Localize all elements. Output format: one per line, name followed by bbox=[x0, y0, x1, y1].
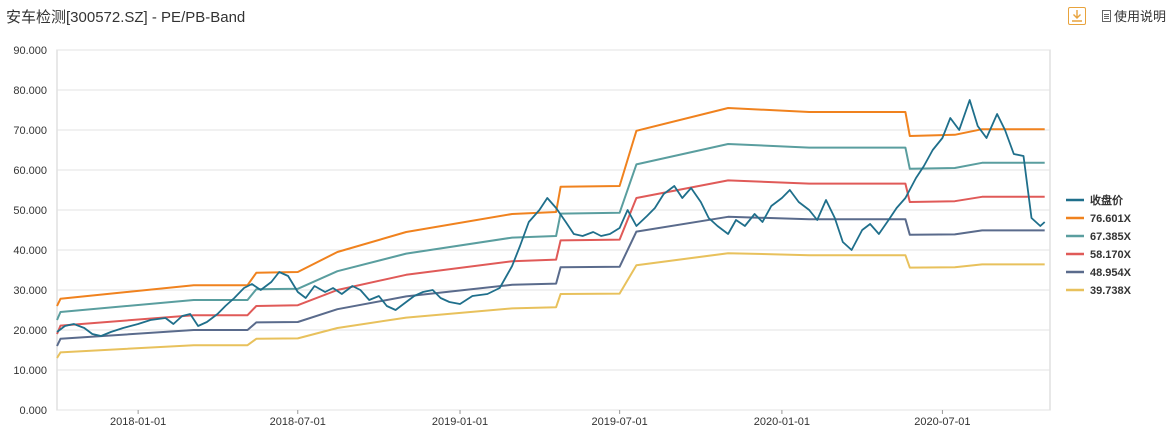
series-line-58-170X bbox=[56, 179, 1045, 335]
series-line-39-738X bbox=[56, 252, 1045, 359]
x-tick-label: 2020-01-01 bbox=[754, 416, 810, 428]
y-tick-label: 20.000 bbox=[13, 325, 47, 337]
series-line-48-954X bbox=[56, 215, 1045, 347]
page-title: 安车检测[300572.SZ] - PE/PB-Band bbox=[6, 9, 246, 26]
y-tick-label: 70.000 bbox=[13, 125, 47, 137]
toolbar: 使用说明 bbox=[1067, 6, 1166, 25]
y-tick-label: 10.000 bbox=[13, 365, 47, 377]
x-tick-label: 2018-01-01 bbox=[110, 416, 166, 428]
y-tick-label: 40.000 bbox=[13, 245, 47, 257]
plot-area bbox=[56, 49, 1051, 411]
legend-label-48-954X[interactable]: 48.954X bbox=[1090, 267, 1132, 279]
y-tick-label: 50.000 bbox=[13, 205, 47, 217]
x-tick-label: 2019-07-01 bbox=[592, 416, 648, 428]
y-tick-label: 90.000 bbox=[13, 45, 47, 57]
series-line-76-601X bbox=[56, 107, 1045, 307]
y-tick-label: 80.000 bbox=[13, 85, 47, 97]
y-tick-label: 0.000 bbox=[19, 405, 47, 417]
series-line-67-385X bbox=[56, 143, 1045, 321]
document-icon bbox=[1101, 9, 1111, 22]
series-line-close-price bbox=[56, 99, 1046, 337]
y-tick-label: 30.000 bbox=[13, 285, 47, 297]
legend-label-39-738X[interactable]: 39.738X bbox=[1090, 285, 1132, 297]
y-tick-label: 60.000 bbox=[13, 165, 47, 177]
x-tick-label: 2020-07-01 bbox=[914, 416, 970, 428]
legend-label-58-170X[interactable]: 58.170X bbox=[1090, 249, 1132, 261]
help-link[interactable]: 使用说明 bbox=[1101, 6, 1166, 25]
legend-label-76-601X[interactable]: 76.601X bbox=[1090, 213, 1132, 225]
legend-label-close-price[interactable]: 收盘价 bbox=[1090, 193, 1124, 207]
x-tick-label: 2018-07-01 bbox=[270, 416, 326, 428]
legend-label-67-385X[interactable]: 67.385X bbox=[1090, 231, 1132, 243]
download-icon bbox=[1071, 9, 1082, 22]
x-tick-label: 2019-01-01 bbox=[432, 416, 488, 428]
download-button[interactable] bbox=[1067, 6, 1086, 25]
help-label: 使用说明 bbox=[1113, 9, 1166, 24]
